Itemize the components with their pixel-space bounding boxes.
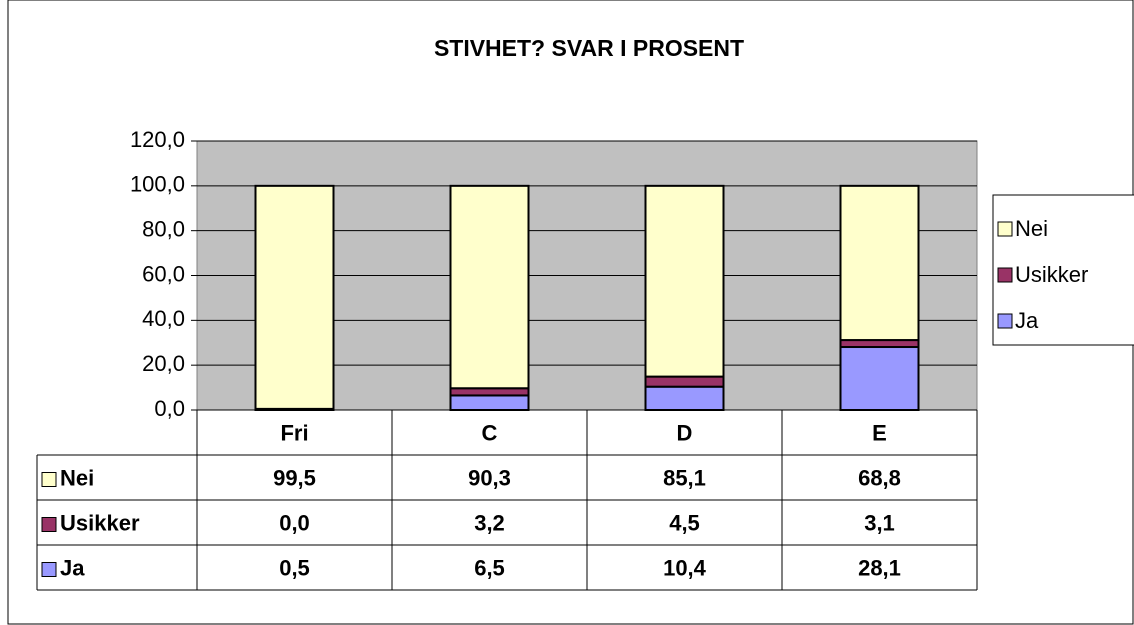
table-cell: 68,8	[858, 465, 901, 490]
legend-label: Nei	[1015, 216, 1048, 241]
bar-segment	[449, 394, 530, 412]
table-cell: 28,1	[858, 555, 901, 580]
x-tick-label: E	[872, 420, 887, 445]
table-cell: 0,5	[279, 555, 310, 580]
bar-segment	[449, 184, 530, 390]
y-tick-label: 80,0	[142, 216, 185, 241]
table-cell: 3,2	[474, 510, 505, 535]
y-tick-label: 20,0	[142, 351, 185, 376]
table-cell: 90,3	[468, 465, 511, 490]
legend-key	[997, 267, 1013, 283]
y-tick-label: 40,0	[142, 306, 185, 331]
table-cell: 0,0	[279, 510, 310, 535]
chart-title: STIVHET? SVAR I PROSENT	[434, 35, 744, 61]
legend-label: Usikker	[1015, 262, 1088, 287]
table-row-label: Ja	[60, 555, 85, 580]
legend-key	[997, 221, 1013, 237]
table-legend-key	[41, 517, 57, 532]
bar-segment	[644, 375, 725, 388]
table-row-label: Nei	[60, 465, 94, 490]
table-cell: 3,1	[864, 510, 895, 535]
table-legend-key	[41, 472, 57, 487]
legend-key	[997, 313, 1013, 329]
bar-segment	[254, 184, 335, 410]
table-cell: 6,5	[474, 555, 505, 580]
bar-segment	[449, 387, 530, 397]
table-legend-key	[41, 562, 57, 577]
y-tick-label: 60,0	[142, 261, 185, 286]
bar-segment	[644, 385, 725, 412]
bar-segment	[839, 184, 920, 342]
x-tick-label: C	[482, 420, 498, 445]
table-cell: 4,5	[669, 510, 700, 535]
legend-label: Ja	[1015, 308, 1039, 333]
x-tick-label: Fri	[280, 420, 308, 445]
legend-box	[992, 194, 1134, 346]
y-tick-label: 0,0	[154, 396, 185, 421]
table-cell: 85,1	[663, 465, 706, 490]
table-cell: 99,5	[273, 465, 316, 490]
y-tick-label: 100,0	[130, 172, 185, 197]
bar-segment	[644, 184, 725, 378]
bar-segment	[839, 339, 920, 349]
x-tick-label: D	[677, 420, 693, 445]
y-tick-label: 120,0	[130, 127, 185, 152]
table-cell: 10,4	[663, 555, 707, 580]
bar-segment	[839, 346, 920, 411]
table-row-label: Usikker	[60, 510, 140, 535]
